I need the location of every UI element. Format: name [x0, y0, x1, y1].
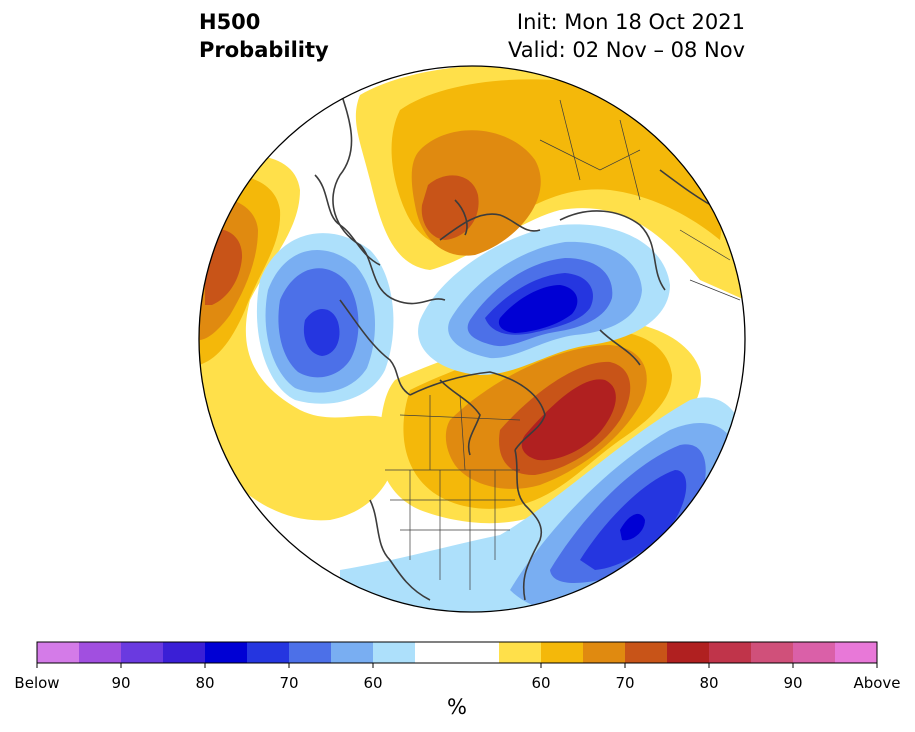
globe-outline: [198, 65, 746, 613]
colorbar-cell: [205, 642, 248, 663]
colorbar-cells: [37, 642, 878, 663]
colorbar-border: [36, 641, 878, 664]
colorbar-cell: [163, 642, 206, 663]
negative-anomaly-pacific: [303, 308, 340, 356]
colorbar-cell: [499, 642, 542, 663]
colorbar-cell: [793, 642, 836, 663]
colorbar-tick-label: 60: [531, 674, 551, 692]
probability-shading: [199, 66, 745, 612]
init-date: Init: Mon 18 Oct 2021: [516, 10, 745, 34]
colorbar-cell: [541, 642, 584, 663]
probability-map: [198, 65, 746, 613]
colorbar-cell: [751, 642, 794, 663]
colorbar-tick-label: 80: [195, 674, 215, 692]
colorbar-cell: [835, 642, 878, 663]
colorbar-cell: [331, 642, 374, 663]
colorbar-tick-label: 90: [783, 674, 803, 692]
colorbar-cell: [625, 642, 668, 663]
title-line-1: H500: [199, 10, 261, 34]
colorbar-tick-label: 80: [699, 674, 719, 692]
positive-anomaly-canada: [521, 379, 616, 461]
colorbar-tick-label: Below: [14, 674, 60, 692]
colorbar-tick-label: 60: [363, 674, 383, 692]
negative-anomaly-arctic: [498, 285, 578, 333]
colorbar-tick-label: 70: [615, 674, 635, 692]
colorbar-ticks: [36, 663, 878, 668]
colorbar-cell: [415, 642, 458, 663]
colorbar-tick-label: 90: [111, 674, 131, 692]
chart-title: H500 Probability: [199, 8, 329, 64]
valid-date: Valid: 02 Nov – 08 Nov: [508, 38, 745, 62]
colorbar-cell: [709, 642, 752, 663]
colorbar-cell: [373, 642, 416, 663]
colorbar-cell: [583, 642, 626, 663]
colorbar-units: %: [447, 695, 467, 719]
colorbar-tick-label: Above: [853, 674, 901, 692]
date-info: Init: Mon 18 Oct 2021 Valid: 02 Nov – 08…: [508, 8, 745, 64]
colorbar-tick-label: 70: [279, 674, 299, 692]
colorbar-cell: [289, 642, 332, 663]
political-boundaries: [385, 99, 741, 590]
colorbar-cell: [79, 642, 122, 663]
colorbar-cell: [37, 642, 80, 663]
colorbar-cell: [457, 642, 500, 663]
colorbar-cell: [121, 642, 164, 663]
negative-anomaly-atlantic: [620, 513, 645, 541]
colorbar-cell: [247, 642, 290, 663]
title-line-2: Probability: [199, 38, 329, 62]
coastlines: [314, 89, 721, 601]
colorbar-cell: [667, 642, 710, 663]
